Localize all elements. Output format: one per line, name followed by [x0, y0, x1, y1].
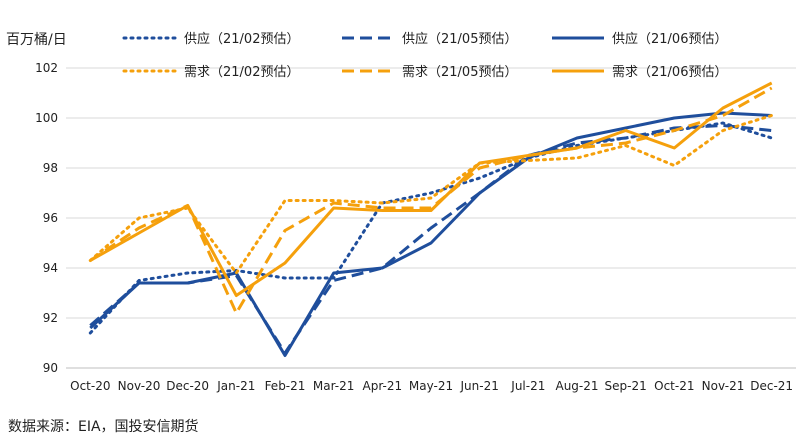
series-line-3	[89, 111, 772, 357]
legend-label-3: 供应（21/06预估）	[612, 31, 727, 47]
x-tick-label: Nov-21	[702, 379, 745, 393]
series-line-6	[89, 81, 773, 297]
x-tick-label: Nov-20	[118, 379, 161, 393]
x-tick-label: Oct-20	[70, 379, 110, 393]
legend-label-4: 需求（21/02预估）	[184, 65, 299, 80]
x-tick-label: Sep-21	[605, 379, 647, 393]
y-axis-label: 百万桶/日	[6, 32, 67, 48]
legend-label-5: 需求（21/05预估）	[402, 65, 517, 80]
y-tick-label: 92	[43, 311, 58, 325]
y-tick-label: 96	[43, 211, 58, 225]
series-line-1	[88, 121, 774, 335]
y-tick-labels: 90 92 94 96 98 100 102	[35, 61, 58, 375]
x-tick-labels: Oct-20 Nov-20 Dec-20 Jan-21 Feb-21 Mar-21 Apr-…	[70, 379, 793, 393]
y-tick-label: 90	[43, 361, 58, 375]
x-tick-label: Feb-21	[265, 379, 306, 393]
y-tick-label: 100	[35, 111, 58, 125]
x-tick-label: Jan-21	[216, 379, 255, 393]
x-tick-label: Dec-21	[750, 379, 793, 393]
x-tick-label: Dec-20	[166, 379, 209, 393]
series-lines	[88, 81, 774, 357]
series-line-2	[89, 124, 772, 355]
x-tick-label: May-21	[409, 379, 453, 393]
x-tick-label: Jul-21	[510, 379, 545, 393]
y-tick-label: 102	[35, 61, 58, 75]
legend: 供应（21/02预估） 供应（21/05预估） 供应（21/06预估） 需求（21/0…	[122, 31, 727, 80]
y-tick-label: 94	[43, 261, 58, 275]
series-line-5	[89, 86, 773, 315]
source-note: 数据来源：EIA，国投安信期货	[8, 419, 199, 435]
x-tick-label: Jun-21	[459, 379, 498, 393]
legend-label-6: 需求（21/06预估）	[612, 65, 727, 80]
x-tick-label: Aug-21	[555, 379, 598, 393]
x-tick-label: Oct-21	[654, 379, 694, 393]
legend-label-1: 供应（21/02预估）	[184, 31, 299, 47]
legend-label-2: 供应（21/05预估）	[402, 31, 517, 47]
y-tick-label: 98	[43, 161, 58, 175]
x-tick-label: Mar-21	[313, 379, 354, 393]
x-tick-label: Apr-21	[363, 379, 403, 393]
series-line-4	[88, 114, 774, 275]
gridlines	[66, 67, 796, 319]
